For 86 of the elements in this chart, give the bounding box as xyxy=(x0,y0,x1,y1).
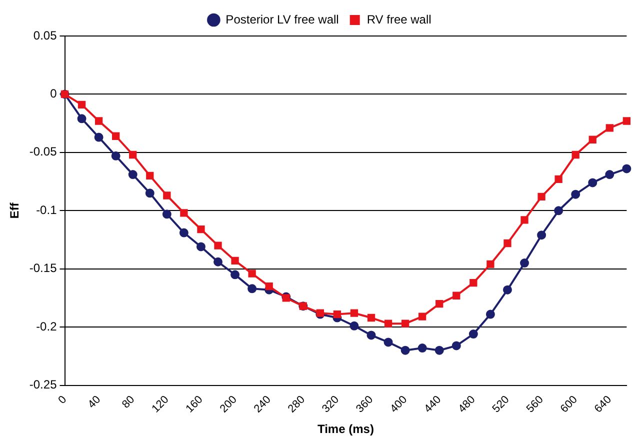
x-tick-label: 360 xyxy=(354,394,376,416)
x-tick-label: 200 xyxy=(218,394,240,416)
x-axis-title: Time (ms) xyxy=(317,422,374,436)
x-tick-label: 160 xyxy=(184,394,206,416)
point xyxy=(622,164,632,174)
point xyxy=(606,124,614,132)
point xyxy=(197,225,205,234)
point xyxy=(129,150,137,159)
y-tick-label: 0.05 xyxy=(33,28,58,42)
point xyxy=(452,341,461,350)
point xyxy=(588,178,598,188)
point xyxy=(502,285,512,294)
point xyxy=(538,192,546,200)
point xyxy=(78,100,86,109)
y-tick-label: 0 xyxy=(50,86,58,101)
x-tick-label: 40 xyxy=(86,394,104,411)
legend-label: RV free wall xyxy=(366,12,432,26)
point xyxy=(520,258,529,268)
x-tick-label: 0 xyxy=(56,394,70,407)
point xyxy=(384,320,392,328)
point xyxy=(571,190,580,199)
point xyxy=(248,270,256,278)
point xyxy=(418,312,426,320)
point xyxy=(401,320,410,328)
point xyxy=(486,260,494,268)
point xyxy=(588,136,596,144)
point xyxy=(366,330,376,340)
point xyxy=(77,114,86,124)
x-tick-label: 80 xyxy=(120,394,138,411)
point xyxy=(248,284,257,294)
point xyxy=(145,188,154,198)
point xyxy=(384,338,393,347)
x-tick-label: 600 xyxy=(558,394,580,416)
point xyxy=(231,256,239,265)
x-tick-label: 120 xyxy=(150,394,172,416)
point xyxy=(537,230,546,240)
x-tick-label: 400 xyxy=(388,394,410,416)
x-tick-label: 440 xyxy=(422,394,444,416)
point xyxy=(418,344,427,353)
x-tick-label: 640 xyxy=(592,394,614,416)
point xyxy=(111,151,120,160)
point xyxy=(400,346,410,355)
y-tick-label: -0.2 xyxy=(36,319,58,334)
point xyxy=(572,150,580,159)
point xyxy=(605,170,614,180)
x-tick-label: 280 xyxy=(286,394,308,416)
point xyxy=(333,310,342,318)
point xyxy=(94,117,103,125)
point xyxy=(94,132,104,142)
point xyxy=(554,175,562,184)
y-tick-label: -0.15 xyxy=(29,261,58,276)
point xyxy=(230,270,240,280)
x-tick-label: 320 xyxy=(320,394,342,416)
point xyxy=(146,172,154,180)
y-tick-label: -0.05 xyxy=(29,144,58,159)
point xyxy=(163,192,171,200)
point xyxy=(112,132,120,140)
point xyxy=(162,210,172,219)
point xyxy=(367,314,376,322)
point xyxy=(434,346,444,355)
point xyxy=(265,282,273,290)
x-tick-label: 560 xyxy=(524,394,546,416)
point xyxy=(350,309,358,317)
point xyxy=(470,279,478,287)
point xyxy=(196,242,206,252)
point xyxy=(504,239,512,248)
point xyxy=(468,330,478,339)
y-axis-title: Eff xyxy=(8,202,22,219)
point xyxy=(179,228,188,238)
point xyxy=(214,257,222,266)
x-tick-label: 520 xyxy=(490,394,512,416)
point xyxy=(486,310,495,319)
point xyxy=(180,209,188,217)
legend-label: Posterior LV free wall xyxy=(226,12,339,26)
point xyxy=(622,117,630,125)
point xyxy=(214,242,222,250)
point xyxy=(128,170,138,180)
x-tick-label: 480 xyxy=(456,394,478,416)
x-tick-label: 240 xyxy=(252,394,274,416)
point xyxy=(520,216,528,224)
point xyxy=(452,292,460,300)
point xyxy=(350,321,359,330)
y-tick-label: -0.25 xyxy=(29,378,58,392)
y-tick-label: -0.1 xyxy=(36,202,58,217)
point xyxy=(436,300,444,308)
point xyxy=(554,206,564,216)
